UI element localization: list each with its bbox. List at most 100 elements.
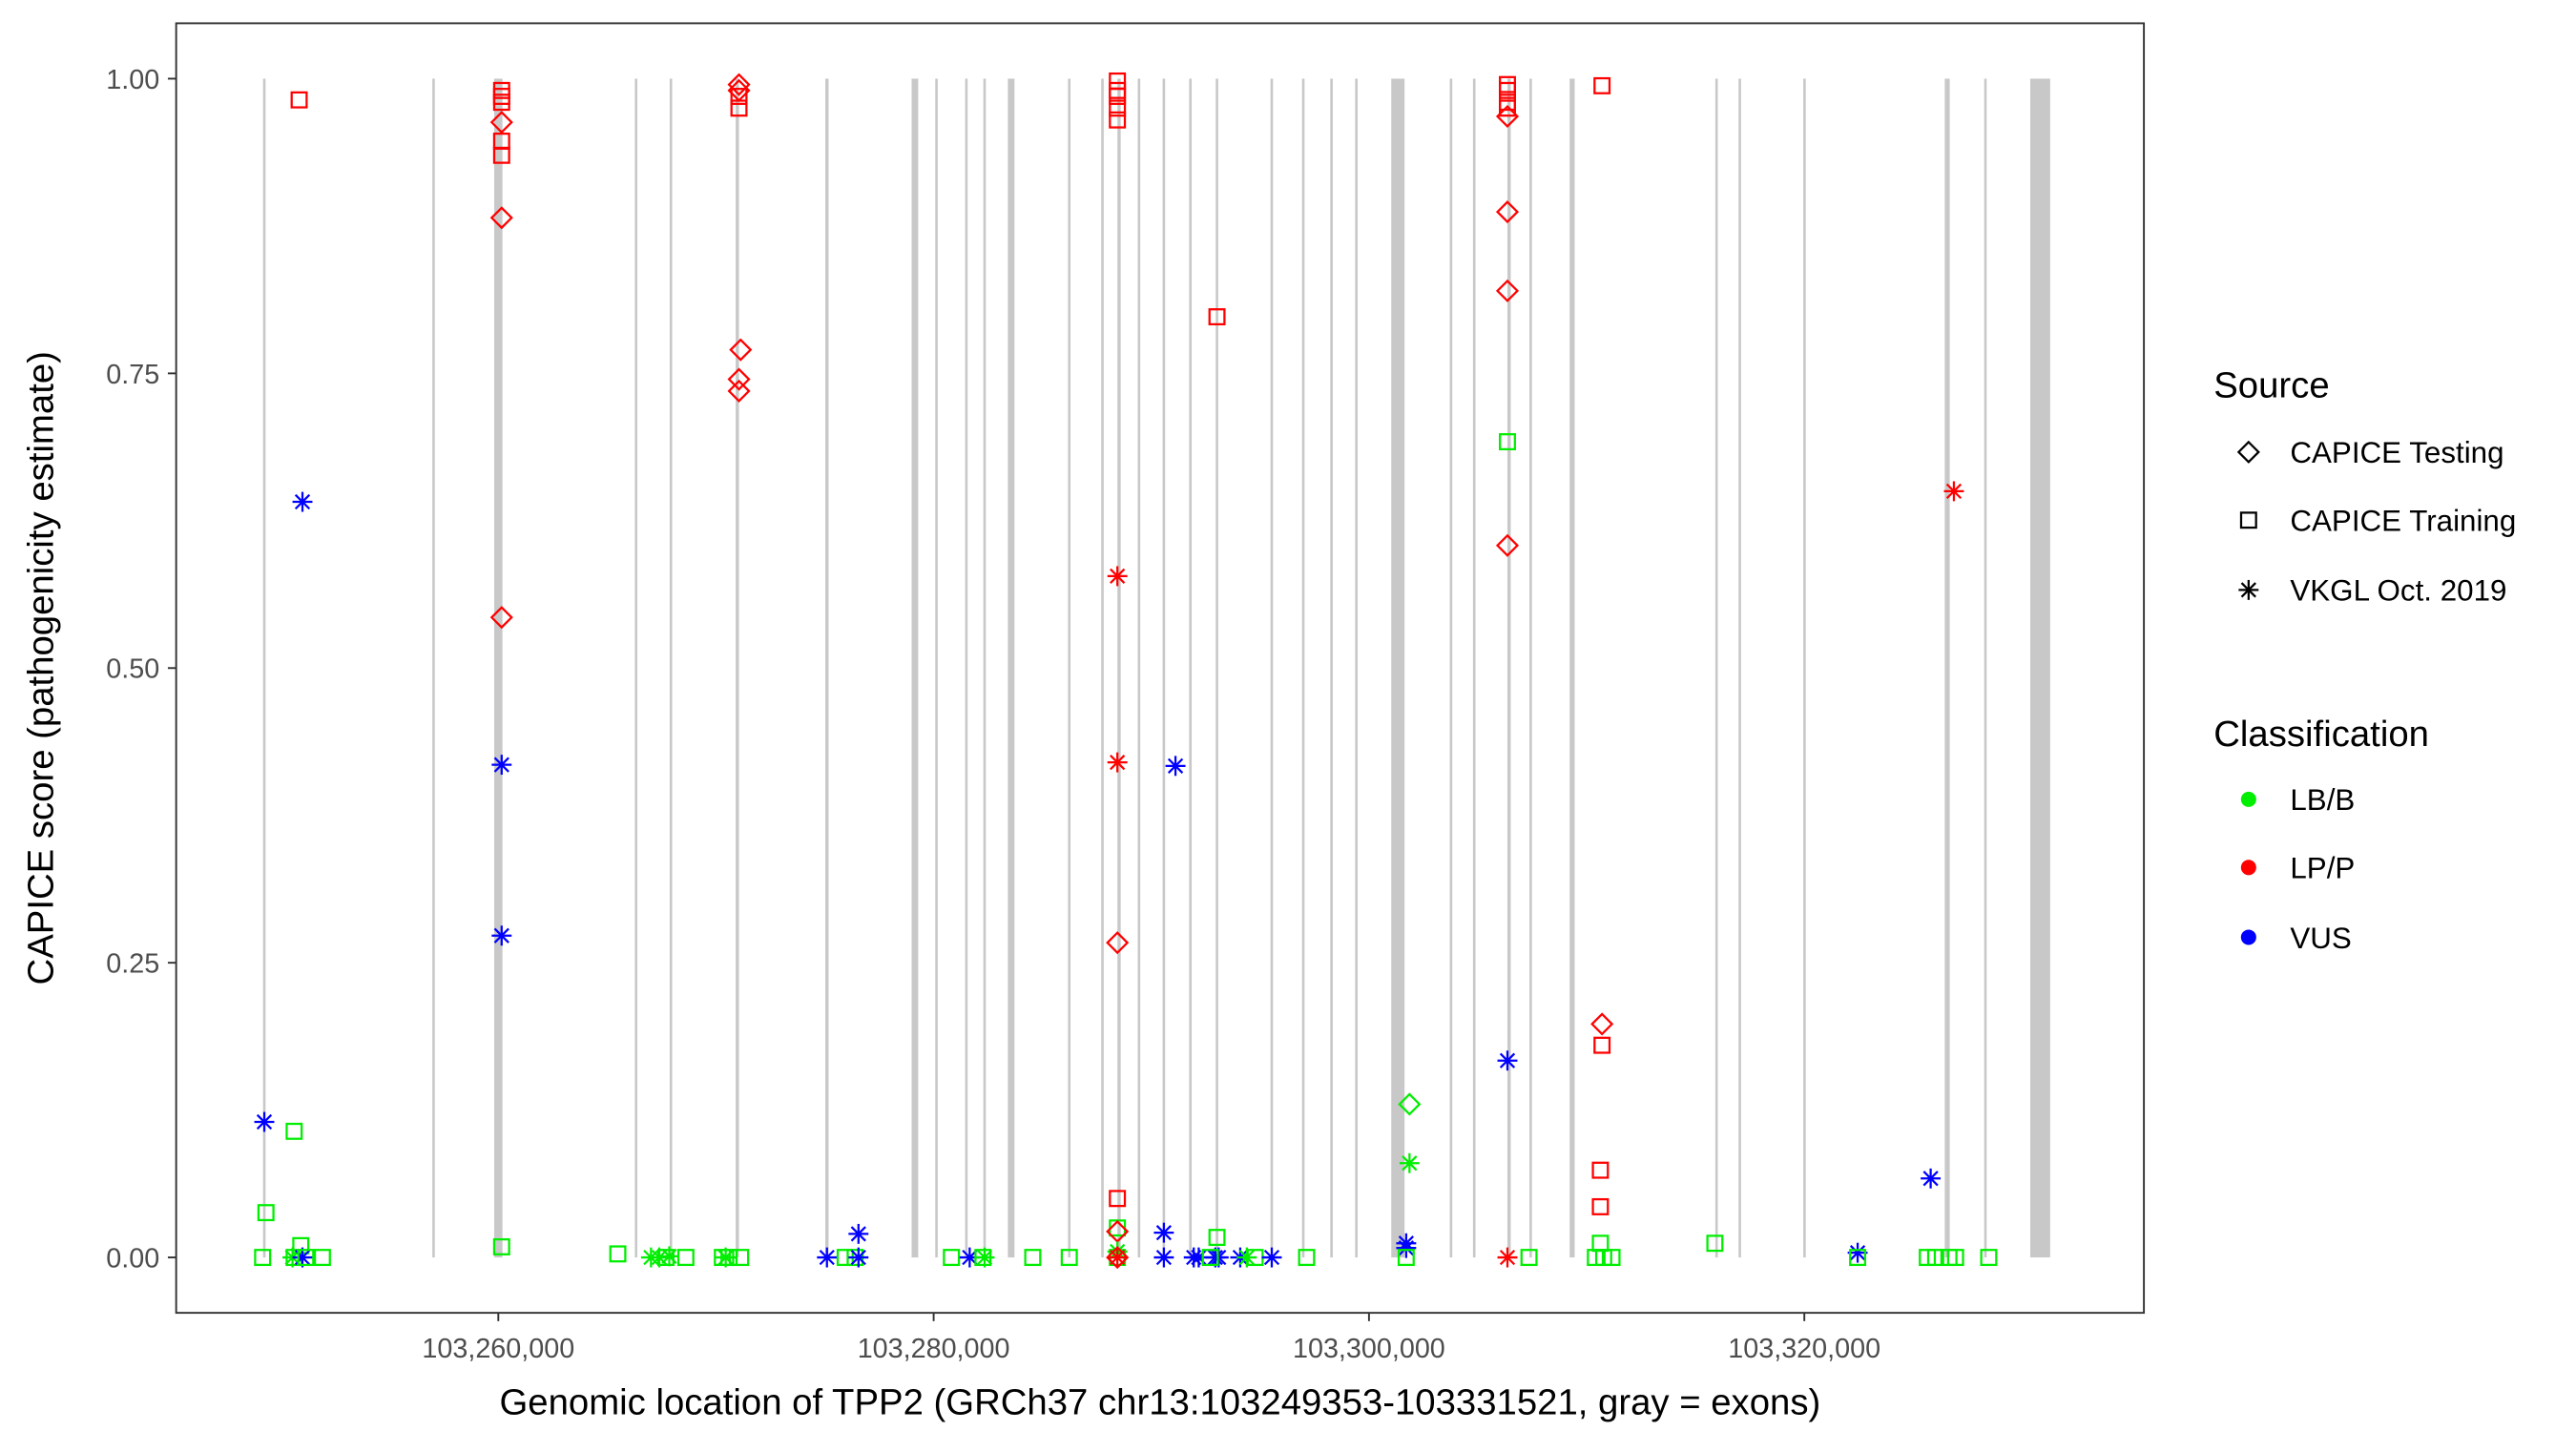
x-axis: 103,260,000 103,280,000 103,300,000 103,320…: [422, 1313, 1880, 1364]
point-vkgl-vus: [491, 755, 512, 776]
y-axis-title: CAPICE score (pathogenicity estimate): [21, 351, 62, 985]
exon-band: [1391, 78, 1405, 1258]
point-training-lbb: [657, 1249, 675, 1267]
exon-band: [493, 78, 503, 1258]
exon-band: [1569, 78, 1575, 1258]
point-testing-lpp: [489, 606, 513, 630]
y-tick-label: 0.75: [106, 360, 159, 390]
legend-key-diamond-icon: [2236, 440, 2260, 464]
legend-classification-title: Classification: [2213, 714, 2429, 755]
point-testing-lpp: [1106, 1219, 1130, 1243]
exon-band: [1270, 78, 1274, 1258]
point-training-lpp: [290, 91, 308, 109]
point-vkgl-lpp: [1107, 752, 1128, 773]
point-training-lbb: [492, 1237, 510, 1255]
point-training-lbb: [1208, 1229, 1226, 1247]
legend-source-label: CAPICE Testing: [2290, 436, 2503, 469]
point-vkgl-vus: [848, 1223, 869, 1244]
point-vkgl-lbb: [1399, 1152, 1420, 1173]
point-testing-lpp: [1495, 279, 1520, 302]
point-vkgl-lbb: [974, 1247, 995, 1268]
point-training-lbb: [609, 1245, 627, 1263]
point-training-lbb: [1024, 1249, 1042, 1267]
point-testing-lpp: [1106, 931, 1130, 955]
exon-band: [1301, 78, 1305, 1258]
point-training-lbb: [285, 1122, 303, 1140]
exon-band: [1449, 78, 1453, 1258]
point-training-lbb: [313, 1249, 331, 1267]
point-testing-lpp: [1590, 1012, 1614, 1036]
point-training-lbb: [1499, 433, 1516, 451]
y-tick-label: 0.50: [106, 654, 159, 685]
exon-band: [1944, 78, 1950, 1258]
point-training-lpp: [1109, 88, 1127, 105]
point-training-lbb: [943, 1249, 961, 1267]
exon-band: [262, 78, 266, 1258]
point-training-lpp: [492, 93, 510, 112]
point-vkgl-vus: [1165, 756, 1186, 777]
point-training-lbb: [1946, 1249, 1964, 1267]
exon-band: [2029, 78, 2050, 1258]
point-vkgl-vus: [1153, 1222, 1174, 1243]
point-vkgl-vus: [1396, 1237, 1417, 1258]
legend-class-label: LP/P: [2290, 852, 2355, 885]
exon-band: [1529, 78, 1532, 1258]
point-testing-lpp: [489, 206, 513, 230]
point-training-lpp: [1591, 1161, 1610, 1179]
point-vkgl-lpp: [1107, 1247, 1128, 1268]
point-vkgl-lbb: [716, 1247, 737, 1268]
x-axis-title: Genomic location of TPP2 (GRCh37 chr13:1…: [500, 1381, 1821, 1422]
point-vkgl-vus: [292, 491, 313, 512]
exon-band: [825, 78, 829, 1258]
point-vkgl-vus: [1153, 1247, 1174, 1268]
point-training-lbb: [1849, 1249, 1867, 1267]
exon-band: [1008, 78, 1015, 1258]
point-training-lbb: [1298, 1249, 1316, 1267]
point-testing-lbb: [1398, 1092, 1422, 1116]
point-vkgl-lpp: [1107, 566, 1128, 587]
point-training-lpp: [1109, 99, 1127, 117]
exon-band: [1162, 78, 1166, 1258]
y-tick-label: 1.00: [106, 65, 159, 95]
point-vkgl-lpp: [1497, 1247, 1518, 1268]
point-vkgl-vus: [1921, 1168, 1942, 1189]
point-training-lpp: [492, 146, 510, 164]
point-vkgl-vus: [1497, 1050, 1518, 1071]
point-testing-lpp: [729, 338, 753, 362]
point-training-lbb: [1201, 1249, 1219, 1267]
exon-band: [1738, 78, 1741, 1258]
legend-color-dot-icon: [2240, 791, 2256, 807]
legend-key-asterisk-icon: [2238, 579, 2259, 600]
exon-band: [736, 78, 739, 1258]
exon-band: [1117, 78, 1121, 1258]
exon-band: [1984, 78, 1987, 1258]
point-vkgl-vus: [254, 1111, 275, 1132]
point-testing-lpp: [1495, 533, 1520, 557]
point-testing-lpp: [489, 111, 513, 135]
point-testing-lpp: [1495, 200, 1520, 224]
point-training-lpp: [730, 99, 748, 117]
point-training-lbb: [1926, 1249, 1944, 1267]
legend-color-dot-icon: [2240, 929, 2256, 945]
point-training-lbb: [1603, 1249, 1621, 1267]
point-testing-lpp: [1495, 104, 1520, 129]
y-tick-label: 0.25: [106, 949, 159, 980]
data-points: [254, 72, 1998, 1270]
legend: Source Classification CAPICE Testing CAPI…: [2213, 364, 2516, 954]
x-tick-label: 103,320,000: [1728, 1334, 1880, 1364]
point-training-lpp: [1208, 308, 1226, 326]
point-training-lpp: [1499, 99, 1516, 117]
point-training-lbb: [676, 1249, 695, 1267]
exon-band: [911, 78, 919, 1258]
legend-source-label: VKGL Oct. 2019: [2290, 574, 2506, 608]
exon-band: [1101, 78, 1104, 1258]
exon-band: [432, 78, 435, 1258]
y-axis: 0.00 0.25 0.50 0.75 1.00: [106, 65, 177, 1275]
point-training-lpp: [1499, 81, 1516, 99]
y-tick-label: 0.00: [106, 1244, 159, 1275]
point-training-lpp: [1109, 1190, 1127, 1208]
exon-band: [1137, 78, 1141, 1258]
point-testing-lpp: [727, 379, 751, 403]
